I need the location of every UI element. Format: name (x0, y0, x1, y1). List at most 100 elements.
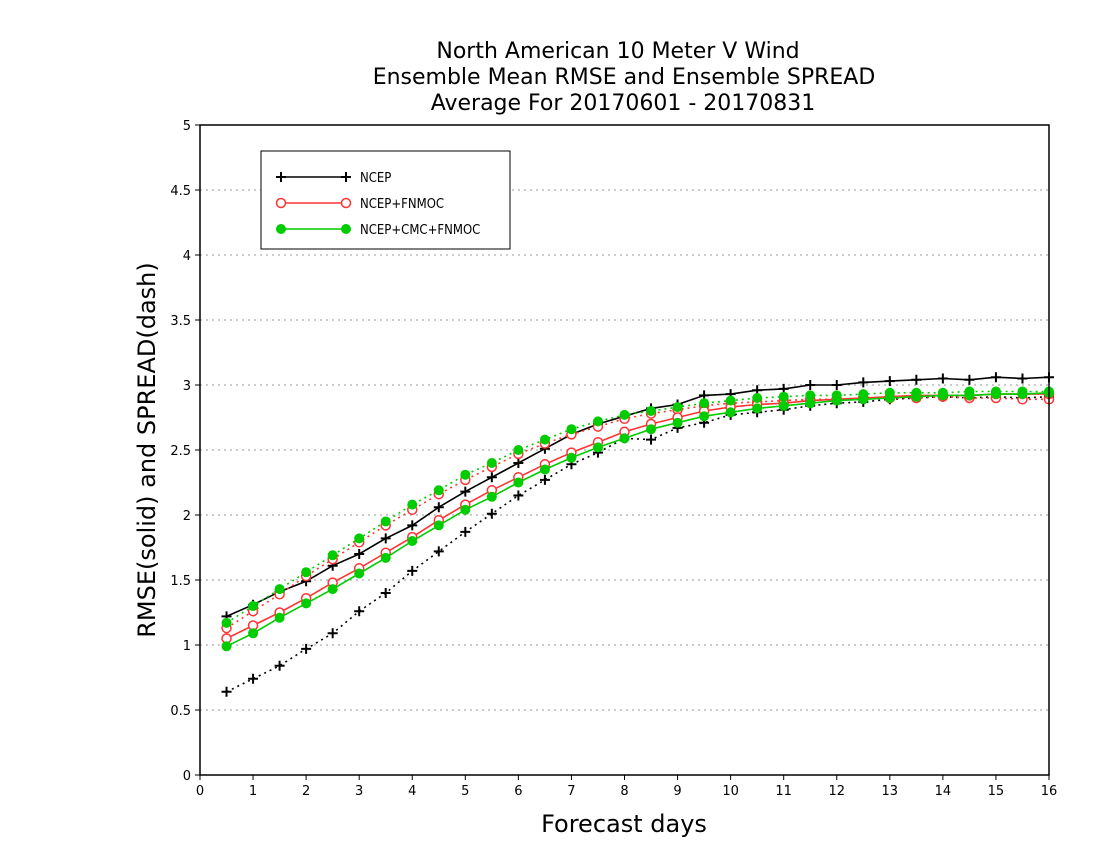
spread-line (226, 390, 1049, 624)
legend-marker (341, 224, 351, 234)
spread-point (646, 434, 657, 445)
spread-line (226, 395, 1050, 693)
spread-point (778, 391, 789, 402)
rmse-point (964, 374, 975, 385)
y-tick-label: 2 (183, 509, 191, 524)
spread-point (433, 546, 444, 557)
spread-point (327, 550, 338, 561)
spread-point (672, 402, 683, 413)
spread-point (646, 406, 657, 416)
rmse-point (884, 393, 895, 403)
y-tick-label: 4 (183, 249, 191, 264)
rmse-point (911, 391, 922, 402)
spread-point (274, 660, 285, 671)
rmse-point (433, 502, 444, 513)
rmse-point (990, 389, 1001, 400)
y-tick-label: 1.5 (170, 574, 191, 589)
spread-point (380, 516, 391, 527)
y-tick-label: 4.5 (170, 184, 191, 199)
spread-point (248, 601, 259, 611)
x-tick-label: 6 (514, 784, 522, 799)
spread-point (805, 390, 816, 401)
spread-point (513, 490, 524, 501)
rmse-point (1017, 389, 1028, 400)
spread-point (301, 643, 312, 654)
rmse-point (407, 520, 418, 531)
rmse-point (407, 536, 418, 546)
legend-item: NCEP+CMC+FNMOC (276, 223, 480, 238)
rmse-point (937, 373, 948, 384)
spread-point (566, 424, 577, 435)
rmse-point (937, 390, 948, 401)
rmse-point (433, 520, 444, 531)
spread-point (460, 526, 471, 537)
x-tick-label: 0 (196, 784, 204, 799)
x-tick-label: 11 (775, 784, 792, 799)
rmse-point (831, 380, 842, 390)
spread-point (221, 686, 232, 697)
rmse-point (805, 398, 816, 409)
rmse-point (699, 411, 710, 422)
series-1 (221, 388, 1055, 644)
rmse-point (513, 458, 524, 468)
legend-item: NCEP (276, 171, 391, 186)
spread-point (486, 508, 497, 519)
rmse-point (752, 403, 763, 414)
y-tick-label: 5 (183, 119, 191, 134)
y-tick-label: 2.5 (170, 444, 191, 459)
rmse-point (964, 390, 975, 401)
rmse-point (460, 504, 471, 515)
x-tick-label: 3 (355, 784, 363, 799)
rmse-point (805, 380, 816, 390)
spread-point (274, 584, 285, 595)
x-tick-label: 15 (988, 784, 1005, 799)
rmse-point (274, 612, 285, 623)
x-tick-label: 1 (249, 784, 257, 799)
rmse-line (226, 376, 1050, 618)
title-line-3: Average For 20170601 - 20170831 (431, 91, 816, 116)
spread-point (539, 474, 550, 485)
x-tick-label: 2 (302, 784, 310, 799)
spread-point (513, 445, 524, 455)
legend: NCEP NCEP+FNMOC NCEP+CMC+FNMOC (260, 150, 511, 250)
rmse-point (380, 552, 391, 563)
legend-marker (276, 224, 286, 234)
rmse-point (380, 533, 391, 544)
series-2 (221, 386, 1054, 652)
spread-point (327, 628, 338, 639)
spread-point (380, 588, 391, 598)
series-0 (221, 372, 1054, 697)
rmse-point (354, 568, 365, 579)
y-tick-label: 0.5 (170, 704, 191, 719)
rmse-point (911, 374, 922, 385)
rmse-point (354, 549, 365, 559)
rmse-point (858, 377, 869, 388)
x-tick-label: 9 (673, 784, 681, 799)
spread-point (486, 458, 497, 468)
spread-point (301, 567, 312, 578)
rmse-point (221, 641, 232, 652)
legend-marker (275, 197, 287, 209)
x-tick-label: 7 (567, 784, 575, 799)
spread-line (226, 395, 1049, 629)
x-tick-label: 10 (722, 784, 739, 799)
rmse-point (301, 598, 312, 609)
spread-point (407, 565, 418, 576)
y-tick-label: 3 (183, 379, 191, 394)
rmse-point (858, 394, 869, 405)
x-tick-label: 16 (1041, 784, 1058, 799)
series-layer (221, 372, 1055, 697)
x-tick-label: 4 (408, 784, 416, 799)
legend-item: NCEP+FNMOC (275, 197, 444, 212)
legend-box (260, 150, 511, 250)
rmse-point (619, 433, 630, 444)
legend-label: NCEP+FNMOC (360, 197, 444, 212)
legend-marker (276, 172, 286, 182)
rmse-line (226, 393, 1049, 640)
rmse-point (831, 395, 842, 406)
y-tick-label: 0 (183, 769, 191, 784)
y-tick-label: 3.5 (170, 314, 191, 329)
x-axis-title: Forecast days (541, 810, 707, 838)
rmse-point (778, 400, 789, 411)
